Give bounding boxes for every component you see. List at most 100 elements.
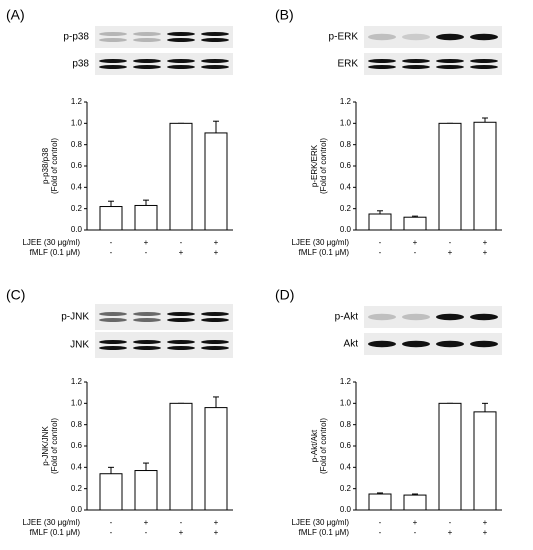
bar (473, 411, 497, 511)
blot-band (201, 32, 229, 36)
panel: (C) p-JNK JNK 0.0 0.2 0.4 0.6 0.8 1.0 1.2 p-JNK/JN… (6, 287, 233, 537)
condition-mark: - (379, 238, 382, 247)
condition-mark: + (214, 248, 219, 257)
blot-band (99, 32, 127, 36)
condition-mark: + (413, 238, 418, 247)
blot-band (167, 32, 195, 36)
bar (368, 213, 392, 231)
y-axis-label: p-JNK/JNK (41, 426, 50, 466)
y-axis-label: p-p38/p38 (41, 147, 50, 184)
y-axis-label: (Fold of control) (319, 418, 328, 474)
condition-name: LJEE (30 μg/ml) (22, 518, 80, 527)
condition-name: fMLF (0.1 μM) (299, 248, 350, 257)
condition-mark: + (214, 518, 219, 527)
condition-mark: + (448, 528, 453, 537)
y-tick-label: 1.2 (340, 377, 352, 386)
blot-label: p-JNK (61, 312, 89, 323)
y-tick-label: 0.6 (340, 161, 352, 170)
blot (364, 333, 502, 355)
bar (99, 206, 123, 231)
blot-band (133, 312, 161, 316)
blot-band (167, 346, 195, 350)
blot-band (167, 38, 195, 42)
condition-mark: + (214, 528, 219, 537)
condition-mark: - (414, 528, 417, 537)
y-axis-label: (Fold of control) (319, 138, 328, 194)
y-tick-label: 0.2 (340, 204, 352, 213)
blot-band (470, 33, 498, 41)
blot (95, 304, 233, 330)
blot-band (201, 346, 229, 350)
condition-name: LJEE (30 μg/ml) (291, 518, 349, 527)
condition-mark: - (145, 248, 148, 257)
condition-mark: + (179, 528, 184, 537)
y-tick-label: 0.2 (71, 204, 83, 213)
condition-mark: - (379, 528, 382, 537)
blot-band (470, 313, 498, 321)
panel: (A) p-p38 p38 0.0 0.2 0.4 0.6 0.8 1.0 1.2 p-p38/p3… (6, 7, 233, 257)
condition-mark: + (483, 248, 488, 257)
blot-band (133, 318, 161, 322)
blot-band (167, 59, 195, 63)
y-tick-label: 0.4 (71, 462, 83, 471)
blot-label: p-p38 (63, 32, 89, 43)
condition-mark: - (414, 248, 417, 257)
condition-mark: - (379, 248, 382, 257)
blot-band (99, 318, 127, 322)
y-tick-label: 0.2 (71, 484, 83, 493)
condition-mark: - (449, 518, 452, 527)
blot-band (436, 313, 464, 321)
condition-mark: + (179, 248, 184, 257)
blot-label: JNK (70, 340, 89, 351)
y-tick-label: 1.0 (71, 398, 83, 407)
blot-band (201, 340, 229, 344)
blot-band (470, 65, 498, 69)
blot-label: Akt (344, 339, 359, 350)
y-tick-label: 0.0 (71, 225, 83, 234)
blot-band (402, 59, 430, 63)
blot-band (133, 340, 161, 344)
blot (364, 306, 502, 328)
y-tick-label: 0.8 (71, 420, 83, 429)
blot-band (436, 59, 464, 63)
y-tick-label: 0.0 (340, 505, 352, 514)
panel: (B) p-ERK ERK 0.0 0.2 0.4 0.6 0.8 1.0 1.2 p-ERK/ER… (275, 7, 502, 257)
blot-band (133, 32, 161, 36)
bar (134, 470, 158, 511)
blot-band (368, 65, 396, 69)
blot-band (167, 340, 195, 344)
y-tick-label: 1.0 (340, 398, 352, 407)
blot-band (201, 318, 229, 322)
y-axis-label: (Fold of control) (50, 418, 59, 474)
blot-label: p-Akt (335, 312, 359, 323)
blot-band (99, 38, 127, 42)
condition-mark: - (110, 528, 113, 537)
panel-label: (B) (275, 7, 294, 23)
y-tick-label: 0.8 (71, 140, 83, 149)
blot-band (99, 59, 127, 63)
blot-band (402, 65, 430, 69)
blot-band (167, 65, 195, 69)
blot-band (436, 340, 464, 348)
y-tick-label: 0.6 (71, 441, 83, 450)
y-tick-label: 0.0 (71, 505, 83, 514)
blot-band (368, 33, 396, 41)
condition-name: fMLF (0.1 μM) (30, 528, 81, 537)
blot-band (99, 65, 127, 69)
panel-label: (D) (275, 287, 294, 303)
blot-band (167, 318, 195, 322)
condition-mark: + (214, 238, 219, 247)
blot-band (133, 59, 161, 63)
blot-band (133, 346, 161, 350)
y-tick-label: 0.8 (340, 140, 352, 149)
condition-name: fMLF (0.1 μM) (299, 528, 350, 537)
bar (438, 122, 462, 231)
panel: (D) p-Akt Akt 0.0 0.2 0.4 0.6 0.8 1.0 1.2 p-Akt/Ak… (275, 287, 502, 537)
condition-mark: + (483, 518, 488, 527)
blot-band (402, 340, 430, 348)
y-axis-label: (Fold of control) (50, 138, 59, 194)
bar (204, 407, 228, 511)
condition-mark: - (110, 518, 113, 527)
blot (95, 53, 233, 75)
blot-band (368, 340, 396, 348)
